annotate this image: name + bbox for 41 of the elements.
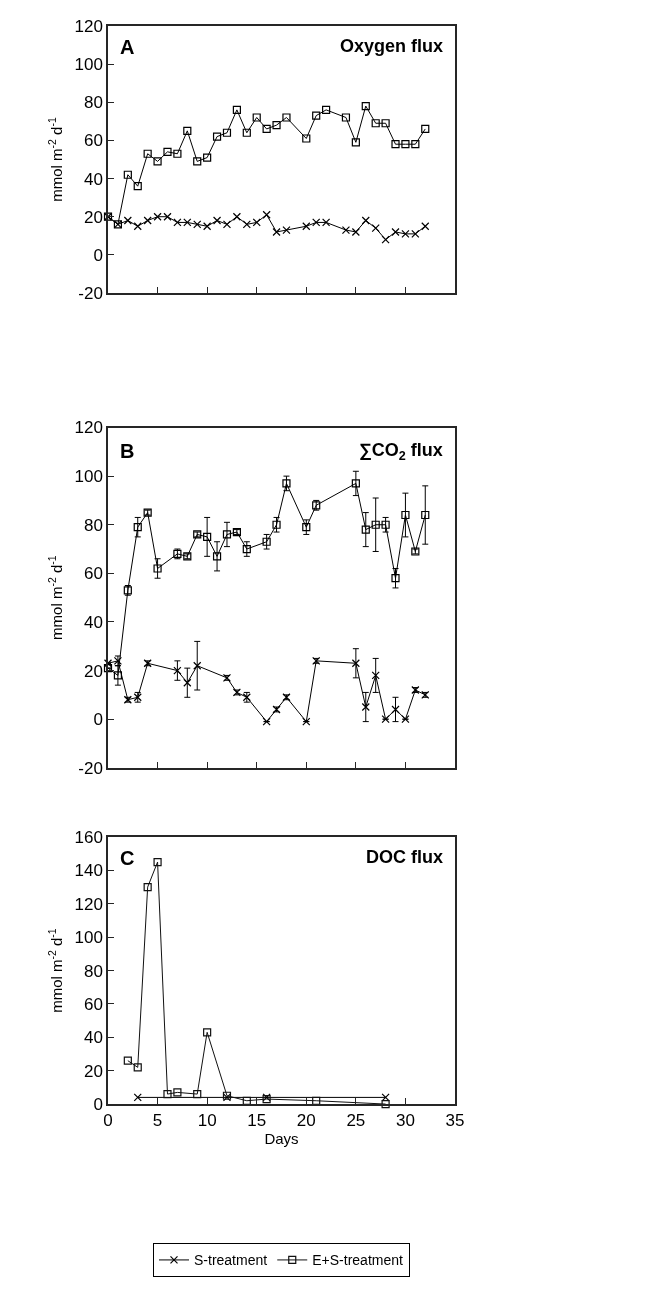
text: DOC flux: [366, 847, 444, 867]
y-tick-label: 100: [74, 55, 103, 75]
y-tick-label: 100: [74, 467, 103, 487]
y-tick-label: 120: [74, 418, 103, 438]
y-tick-label: 100: [74, 928, 103, 948]
x-axis-title: Days: [264, 1130, 299, 1148]
y-tick-label: 20: [83, 1061, 103, 1081]
legend-label: S-treatment: [194, 1252, 268, 1269]
text: ∑CO$_{2}$ flux: [359, 440, 443, 463]
y-tick-label: 60: [83, 564, 103, 584]
y-tick-label: 60: [83, 994, 103, 1014]
y-tick-label: 0: [93, 1095, 103, 1115]
x-tick-label: 20: [296, 1111, 316, 1131]
y-tick-label: 40: [83, 169, 103, 189]
x-tick-label: 15: [247, 1111, 267, 1131]
y-tick-label: 20: [83, 661, 103, 681]
y-tick-label: 0: [93, 710, 103, 730]
x-tick-label: 25: [346, 1111, 366, 1131]
y-tick-label: 40: [83, 1028, 103, 1048]
y-tick-label: 80: [83, 515, 103, 535]
y-tick-label: 0: [93, 245, 103, 265]
x-tick-label: 5: [152, 1111, 163, 1131]
x-tick-label: 30: [395, 1111, 415, 1131]
y-tick-label: 120: [74, 894, 103, 914]
text: Oxygen flux: [340, 36, 444, 56]
y-tick-label: 20: [83, 207, 103, 227]
y-tick-label: 120: [74, 16, 103, 36]
y-tick-label: 80: [83, 961, 103, 981]
y-tick-label: 80: [83, 93, 103, 113]
y-tick-label: 160: [74, 827, 103, 847]
y-tick-label: 140: [74, 861, 103, 881]
annotation: A: [120, 36, 135, 58]
y-tick-label: 60: [83, 131, 103, 151]
legend-label: E+S-treatment: [312, 1252, 404, 1269]
x-tick-label: 35: [445, 1111, 465, 1131]
y-tick-label: -20: [78, 758, 103, 778]
y-tick-label: 40: [83, 612, 103, 632]
annotation: C: [120, 847, 135, 869]
y-tick-label: -20: [78, 283, 103, 303]
annotation: B: [120, 440, 135, 462]
x-tick-label: 10: [197, 1111, 217, 1131]
